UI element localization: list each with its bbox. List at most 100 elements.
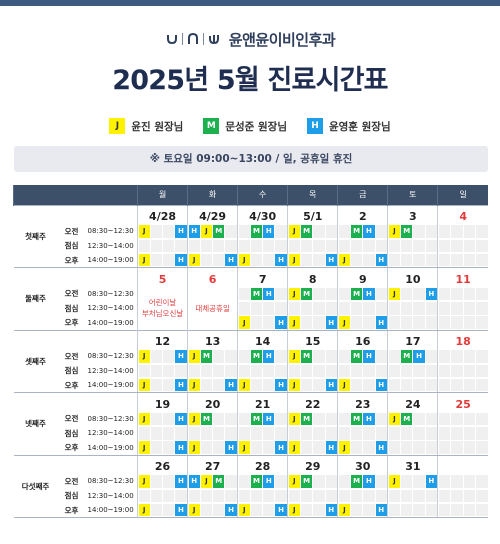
empty-slot	[338, 427, 351, 440]
doctor-slots	[438, 302, 488, 316]
doctor-badge: J	[288, 378, 300, 392]
empty-slot	[250, 503, 263, 517]
doctor-badge: M	[300, 350, 313, 363]
period-time: 12:30~14:00	[87, 491, 134, 500]
empty-slot	[413, 316, 425, 329]
empty-slot	[263, 316, 275, 329]
date-cell: 31	[387, 454, 438, 474]
empty-slot	[325, 475, 337, 488]
doctor-badge: H	[263, 225, 275, 238]
empty-slot	[325, 364, 337, 377]
empty-slot	[275, 302, 287, 315]
empty-slot	[438, 239, 451, 252]
doctor-badge: J	[138, 475, 150, 488]
empty-slot	[213, 441, 225, 454]
period-time: 14:00~19:00	[85, 253, 138, 268]
doctor-slots	[388, 503, 437, 517]
period-time: 12:30~14:00	[87, 241, 134, 250]
doctor-badge: M	[250, 287, 263, 300]
date-row-spacer	[57, 454, 138, 474]
schedule-cell	[337, 238, 388, 253]
empty-slot	[188, 427, 200, 440]
empty-slot	[250, 441, 263, 454]
holiday-cell: 대체공휴일	[187, 286, 238, 330]
doctor-badge: H	[275, 253, 287, 267]
week-label: 다섯째주	[13, 454, 58, 518]
empty-slot	[263, 503, 275, 517]
doctor-badge: H	[175, 253, 187, 267]
empty-slot	[451, 475, 463, 488]
empty-slot	[363, 441, 375, 454]
empty-slot	[388, 503, 401, 517]
empty-slot	[476, 441, 488, 454]
empty-slot	[150, 225, 163, 238]
empty-slot	[275, 287, 287, 300]
empty-slot	[188, 239, 200, 252]
period-row: 오전 08:30~12:30 J H H J M M H J M M H J M	[14, 224, 488, 239]
empty-slot	[313, 378, 325, 392]
date-cell: 23	[337, 392, 388, 412]
empty-slot	[313, 302, 325, 315]
page-title: 2025년 5월 진료시간표	[112, 65, 388, 96]
date-cell: 25	[437, 392, 488, 412]
empty-slot	[288, 302, 300, 315]
empty-slot	[313, 412, 325, 425]
empty-slot	[163, 475, 175, 488]
empty-slot	[213, 378, 225, 392]
doctor-badge: H	[275, 441, 287, 454]
empty-slot	[313, 364, 325, 377]
empty-slot	[388, 302, 401, 315]
empty-slot	[401, 441, 413, 454]
empty-slot	[225, 427, 237, 440]
period-time: 12:30~14:00	[87, 429, 134, 438]
date-cell: 6	[187, 267, 238, 287]
schedule-cell	[387, 440, 438, 456]
legend-item-j: J 윤진 원장님	[109, 118, 183, 134]
period-time: 08:30~12:30	[87, 352, 134, 361]
empty-slot	[401, 253, 413, 267]
empty-slot	[150, 503, 163, 517]
empty-slot	[351, 364, 363, 377]
empty-slot	[300, 503, 313, 517]
empty-slot	[225, 239, 237, 252]
schedule-cell	[437, 378, 488, 393]
empty-slot	[250, 302, 263, 315]
empty-slot	[425, 441, 437, 454]
empty-slot	[300, 364, 313, 377]
day-header: 화	[187, 185, 238, 205]
empty-slot	[476, 378, 488, 392]
empty-slot	[425, 239, 437, 252]
empty-slot	[275, 475, 287, 488]
date-cell: 5	[137, 267, 188, 287]
period-label: 오전	[64, 351, 79, 361]
doctor-slots	[438, 378, 488, 392]
empty-slot	[138, 489, 150, 502]
empty-slot	[451, 350, 463, 363]
logo-n-icon	[187, 32, 198, 44]
period-row: 오후 14:00~19:00 J H J H J H J H J H	[14, 253, 488, 268]
empty-slot	[476, 364, 488, 377]
empty-slot	[238, 287, 250, 300]
period-row: 점심 12:30~14:00	[14, 363, 488, 378]
doctor-slots	[438, 225, 488, 239]
